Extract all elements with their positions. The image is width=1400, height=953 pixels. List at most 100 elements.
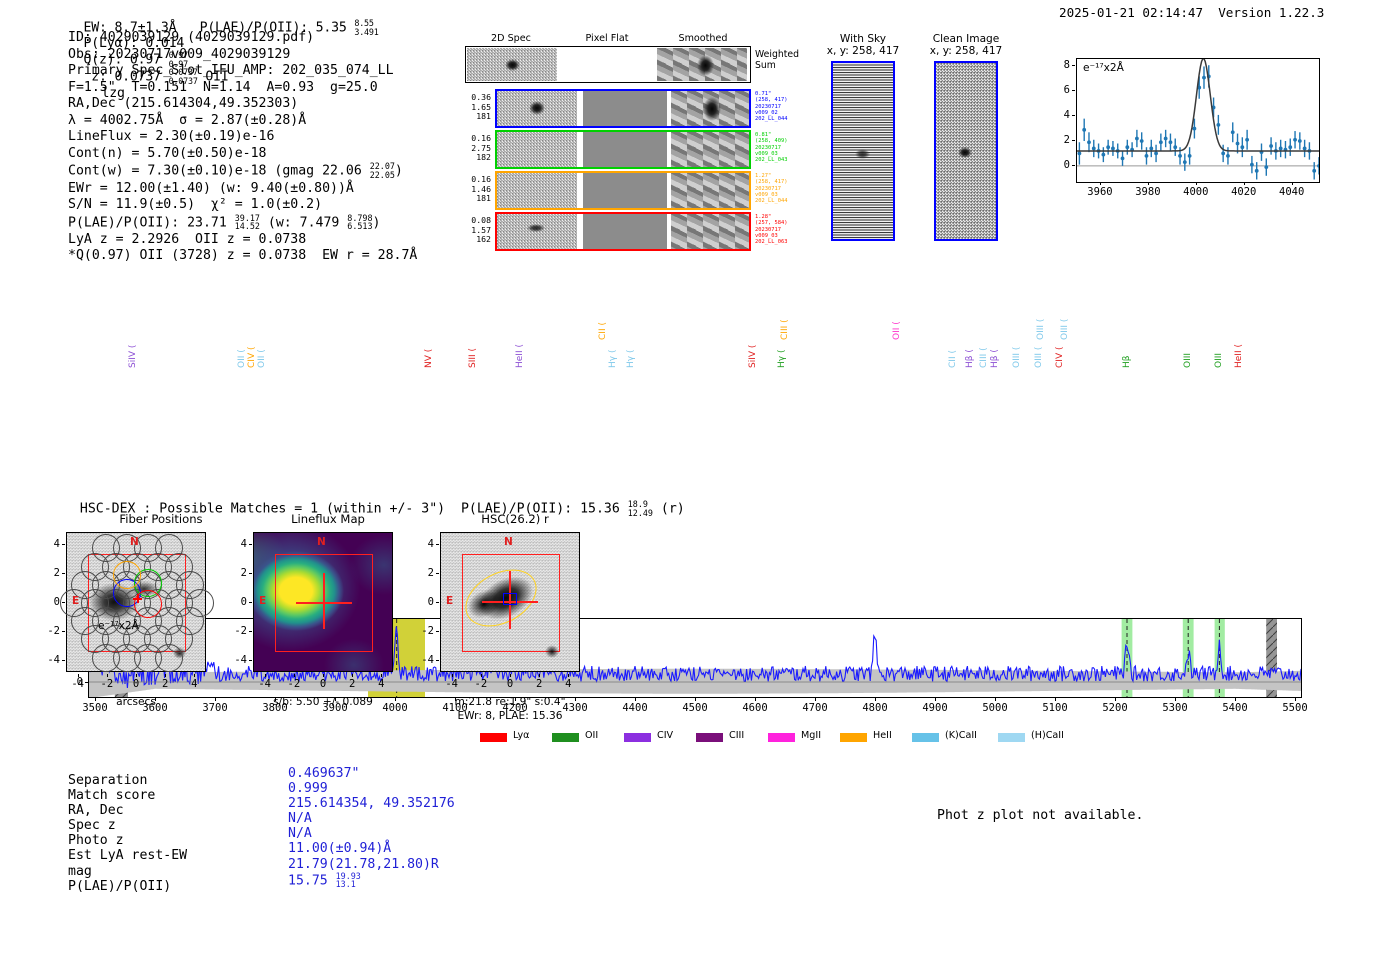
fiber-row-stats: 0.16 1.46 181 xyxy=(463,174,491,204)
emission-line-label: OII ( xyxy=(237,349,247,368)
line-profile-axes xyxy=(1076,58,1320,183)
col-header-2dspec: 2D Spec xyxy=(491,33,531,44)
fiber-stat: 0.16 xyxy=(471,174,491,184)
tick-label-x: 3980 xyxy=(1135,186,1161,198)
fiber-meta-line: 202_LL_043 xyxy=(755,157,788,164)
bottom-table-value: 21.79(21.78,21.80)R xyxy=(288,856,439,872)
fiber-meta-line: 202_LL_044 xyxy=(755,116,788,123)
header-ew-plae: EW: 8.7±1.3Å P(LAE)/P(OII): 5.35 xyxy=(83,20,355,36)
fiber-meta-line: v009_02 xyxy=(755,109,778,116)
fiber-stat: 1.57 xyxy=(471,224,491,235)
cutout-tick-x xyxy=(480,674,482,677)
legend-label: CIV xyxy=(657,730,674,741)
fiber-meta-line: (258, 409) xyxy=(755,138,788,145)
emission-line-label: OIII xyxy=(1183,352,1194,368)
tick-x xyxy=(1055,698,1056,701)
tick-x xyxy=(1295,698,1296,701)
fiber-row-stats: 0.08 1.57 162 xyxy=(463,215,491,245)
emission-line-label: Hγ ( xyxy=(607,349,618,368)
hsc-r-crosshair-v xyxy=(509,571,511,629)
fiber-positions-image: N E xyxy=(60,532,214,672)
tick-label-x: 5200 xyxy=(1102,702,1128,714)
info-lineflux: LineFlux = 2.30(±0.19)e-16 xyxy=(68,129,275,145)
cutout-tick-x xyxy=(194,674,196,677)
fiber-stat: 182 xyxy=(476,152,491,163)
emission-line-label: Hβ ( xyxy=(990,349,1000,368)
fiber-meta-line: 20230717 xyxy=(755,144,781,151)
tick-x xyxy=(515,698,516,701)
tick-x xyxy=(335,698,336,701)
hsc-r-title: HSC(26.2) r xyxy=(481,512,549,526)
tick-label-x: 4000 xyxy=(382,702,408,714)
fiber-row-panel xyxy=(495,130,751,169)
cutout-tick-x xyxy=(77,674,79,677)
fiber-smoothed-image xyxy=(671,132,749,167)
cutout-tick-x xyxy=(323,674,324,677)
cutout-tick-label-x: -4 xyxy=(71,678,84,690)
info-obs: Obs: 20230717v009_4029039129 xyxy=(68,46,291,62)
emission-line-label: OIII ( xyxy=(1011,346,1022,368)
cutout-tick-y xyxy=(62,660,65,662)
cutout-tick-label-y: 4 xyxy=(427,537,434,550)
with-sky-title: With Sky x, y: 258, 417 xyxy=(826,33,900,58)
fiber-meta-line: (258, 417) xyxy=(755,97,788,104)
lineflux-map-redbox xyxy=(275,554,373,652)
tick-y xyxy=(1072,65,1075,67)
tick-x xyxy=(1291,182,1293,185)
cutout-tick-x xyxy=(539,674,541,677)
full-spectrum-panel: SiIV (OII (CIV (OII (NV (SIII (HeII (Hγ … xyxy=(0,275,1400,742)
info-plae2-errors: 39.17 14.52 xyxy=(234,212,260,232)
tick-label-x: 4200 xyxy=(502,702,528,714)
header-qz-errors: 0.97 0.97 xyxy=(168,50,189,69)
bottom-table-value: 15.75 19.93 13.1 xyxy=(288,870,361,890)
bottom-table-key: mag xyxy=(68,863,92,879)
tick-x xyxy=(1195,182,1197,185)
cutout-tick-y xyxy=(249,602,252,603)
fiber-smoothed-image xyxy=(671,91,749,126)
emission-line-label: CII ( xyxy=(948,350,958,368)
fiber-rows-container: 0.36 1.65 181 0.71" (258, 417) 20230717 v009_0… xyxy=(463,89,793,259)
cutout-tick-label-y: 4 xyxy=(240,537,247,550)
cutout-tick-label-y: -4 xyxy=(47,654,60,667)
compass-e-3: E xyxy=(446,595,454,607)
fiber-2dspec-image xyxy=(497,214,577,249)
header-plae-errors: 8.55 3.491 xyxy=(354,18,379,37)
cutout-tick-label-x: -4 xyxy=(258,678,271,690)
bottom-table-value: 215.614354, 49.352176 xyxy=(288,796,455,812)
bottom-table-value: 0.469637" xyxy=(288,766,360,781)
tick-x xyxy=(695,698,696,701)
tick-x xyxy=(935,698,936,701)
cutout-tick-label-y: -2 xyxy=(47,625,60,638)
bottom-table-keys: Separation Match score RA, Dec Spec z Photo … xyxy=(68,773,187,894)
bottom-table-key: RA, Dec xyxy=(68,803,124,819)
cutout-tick-x xyxy=(451,674,453,677)
tick-label-y: 6 xyxy=(1063,84,1070,97)
cutout-tick-x xyxy=(264,674,266,677)
tick-x xyxy=(155,698,156,701)
line-profile-plot: e⁻¹⁷x2Å 3960 3980 4000 4020 4040 0 2 4 6 8 xyxy=(1036,54,1326,229)
tick-label-x: 4020 xyxy=(1231,186,1257,198)
legend-label: MgII xyxy=(801,730,822,741)
spectrum-svg xyxy=(89,619,1301,697)
cutout-tick-label-x: -4 xyxy=(445,678,458,690)
hsc-r-image: N E xyxy=(440,532,580,672)
cutout-tick-y xyxy=(249,631,252,633)
cutout-tick-x xyxy=(106,674,108,677)
emission-line-label: CIV ( xyxy=(246,346,257,368)
cutout-tick-label-y: 2 xyxy=(427,566,434,579)
bottom-table-value: N/A xyxy=(288,811,312,827)
info-plae-ratio: P(LAE)/P(OII): 23.71 39.17 14.52 (w: 7.47… xyxy=(68,212,381,232)
cutout-tick-label-y: 4 xyxy=(53,537,60,550)
fiber-meta-line: 1.27" xyxy=(755,173,772,179)
cutout-tick-label-y: 0 xyxy=(427,596,434,608)
cutout-tick-y xyxy=(249,543,252,545)
fiber-row-meta: 0.71" (258, 417) 20230717 v009_02 202_LL_044 xyxy=(755,91,797,122)
emission-line-label: OII ( xyxy=(891,321,902,340)
fiber-stat: 0.16 xyxy=(471,133,491,143)
tick-label-x: 3900 xyxy=(322,702,348,714)
emission-line-label: CII ( xyxy=(597,322,608,340)
cutout-tick-x xyxy=(381,674,383,677)
fiber-meta-line: v009_03 xyxy=(755,150,778,157)
cutout-tick-label-x: -2 xyxy=(100,678,114,690)
fiber-pixelflat-image xyxy=(583,173,667,208)
